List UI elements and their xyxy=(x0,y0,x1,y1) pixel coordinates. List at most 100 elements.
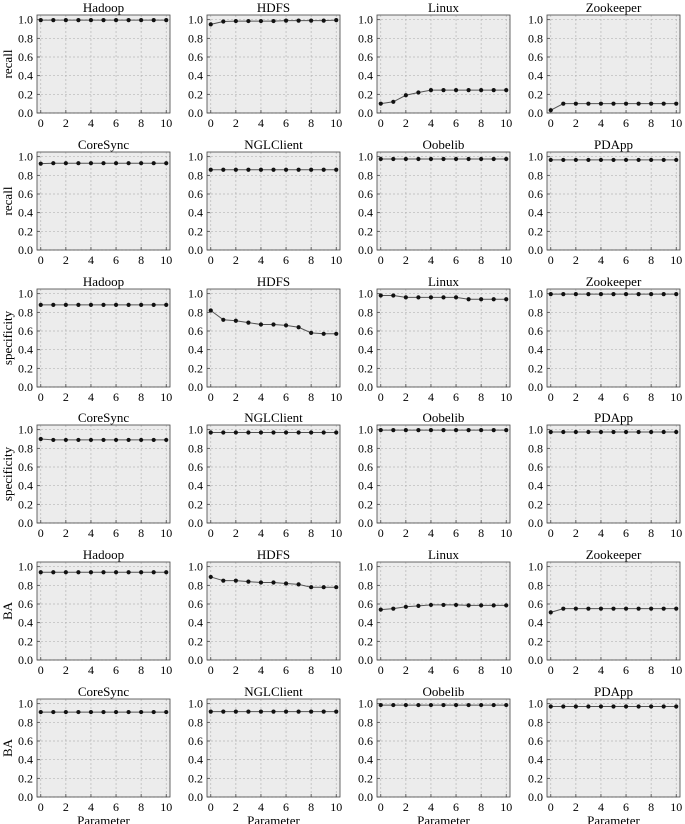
data-point xyxy=(661,292,666,297)
panel-14: 0.0 0.2 0.4 0.6 0.8 1.0 0 2 4 6 8 10 NGLClient xyxy=(188,410,342,540)
data-point xyxy=(283,323,289,328)
data-point xyxy=(101,437,106,443)
data-point xyxy=(334,430,339,435)
y-tick-label: 0.8 xyxy=(18,441,33,455)
data-point xyxy=(283,167,289,172)
panel-9: 0.0 0.2 0.4 0.6 0.8 1.0 0 2 4 6 8 10 Hadoop specifici… xyxy=(0,274,172,404)
data-point xyxy=(151,437,156,443)
data-point xyxy=(164,570,169,575)
y-tick-label: 0.4 xyxy=(528,69,543,83)
panel-3: 0.0 0.2 0.4 0.6 0.8 1.0 0 2 4 6 8 10 Linux xyxy=(358,0,512,130)
panel-background xyxy=(547,425,680,523)
y-tick-label: 0.0 xyxy=(188,380,203,394)
x-tick-label: 8 xyxy=(308,253,314,267)
data-point xyxy=(623,101,629,106)
x-tick-label: 10 xyxy=(500,663,512,677)
y-tick-label: 0.4 xyxy=(18,479,33,493)
y-tick-label: 0.6 xyxy=(358,324,373,338)
data-point xyxy=(674,704,679,709)
x-tick-label: 6 xyxy=(453,253,459,267)
data-point xyxy=(623,606,629,611)
y-tick-label: 0.8 xyxy=(358,578,373,592)
data-point xyxy=(649,606,654,611)
x-tick-label: 6 xyxy=(283,800,289,814)
data-point xyxy=(548,292,553,297)
data-point xyxy=(504,428,509,433)
data-point xyxy=(479,702,484,708)
data-point xyxy=(561,292,566,297)
panel-background xyxy=(207,152,340,250)
data-point xyxy=(548,429,553,435)
y-tick-label: 0.8 xyxy=(18,578,33,592)
panel-2: 0.0 0.2 0.4 0.6 0.8 1.0 0 2 4 6 8 10 HDFS xyxy=(188,0,342,130)
x-tick-label: 0 xyxy=(548,663,554,677)
data-point xyxy=(309,585,314,590)
y-tick-label: 0.0 xyxy=(18,106,33,120)
data-point xyxy=(76,161,81,166)
x-tick-label: 10 xyxy=(330,253,342,267)
y-tick-label: 0.8 xyxy=(528,168,543,182)
data-point xyxy=(321,709,326,714)
x-tick-label: 8 xyxy=(478,663,484,677)
panel-background xyxy=(207,15,340,113)
y-tick-label: 0.6 xyxy=(358,460,373,474)
x-tick-label: 10 xyxy=(670,116,682,130)
x-axis-label: Parameter xyxy=(417,813,470,824)
panel-title: CoreSync xyxy=(78,137,130,152)
y-tick-label: 0.6 xyxy=(18,597,33,611)
data-point xyxy=(611,157,616,163)
data-point xyxy=(674,606,679,611)
x-tick-label: 4 xyxy=(258,526,264,540)
data-point xyxy=(466,297,471,302)
data-point xyxy=(428,602,434,608)
y-tick-label: 1.0 xyxy=(358,560,373,574)
y-tick-label: 0.6 xyxy=(528,50,543,64)
panel-title: Linux xyxy=(428,274,460,289)
data-point xyxy=(221,19,226,24)
panel-18: 0.0 0.2 0.4 0.6 0.8 1.0 0 2 4 6 8 10 HDFS xyxy=(188,547,342,677)
panel-background xyxy=(377,562,510,660)
y-tick-label: 0.2 xyxy=(18,497,33,511)
y-tick-label: 0.0 xyxy=(188,106,203,120)
y-tick-label: 0.2 xyxy=(188,771,203,785)
data-point xyxy=(466,702,471,708)
panel-title: Zookeeper xyxy=(586,274,642,289)
data-point xyxy=(573,429,578,435)
data-point xyxy=(309,18,314,23)
axes-frame xyxy=(376,14,511,114)
axes-frame xyxy=(206,14,341,114)
x-tick-label: 10 xyxy=(670,800,682,814)
data-point xyxy=(321,331,326,336)
x-tick-label: 6 xyxy=(283,526,289,540)
y-tick-label: 0.4 xyxy=(528,343,543,357)
data-point xyxy=(479,603,484,608)
panel-title: NGLClient xyxy=(244,137,303,152)
data-point xyxy=(416,603,421,608)
panel-background xyxy=(547,562,680,660)
data-point xyxy=(479,156,484,162)
data-point xyxy=(296,582,301,587)
y-tick-label: 0.6 xyxy=(528,460,543,474)
x-tick-label: 8 xyxy=(138,253,144,267)
x-tick-label: 8 xyxy=(648,253,654,267)
x-axis-label: Parameter xyxy=(587,813,640,824)
data-point xyxy=(466,156,471,162)
data-point xyxy=(586,292,591,297)
x-tick-label: 8 xyxy=(138,116,144,130)
data-point xyxy=(428,295,434,300)
x-tick-label: 10 xyxy=(160,253,172,267)
x-tick-label: 0 xyxy=(208,253,214,267)
data-point xyxy=(391,99,396,104)
data-point xyxy=(586,704,591,709)
y-tick-label: 0.6 xyxy=(188,597,203,611)
data-point xyxy=(649,157,654,163)
data-point xyxy=(126,161,131,166)
x-tick-label: 6 xyxy=(283,116,289,130)
axes-frame xyxy=(376,151,511,251)
x-tick-label: 2 xyxy=(573,116,579,130)
data-point xyxy=(334,18,339,23)
x-tick-label: 2 xyxy=(573,253,579,267)
panel-6: 0.0 0.2 0.4 0.6 0.8 1.0 0 2 4 6 8 10 NGLClient xyxy=(188,137,342,267)
data-point xyxy=(428,428,434,433)
data-point xyxy=(88,18,94,23)
